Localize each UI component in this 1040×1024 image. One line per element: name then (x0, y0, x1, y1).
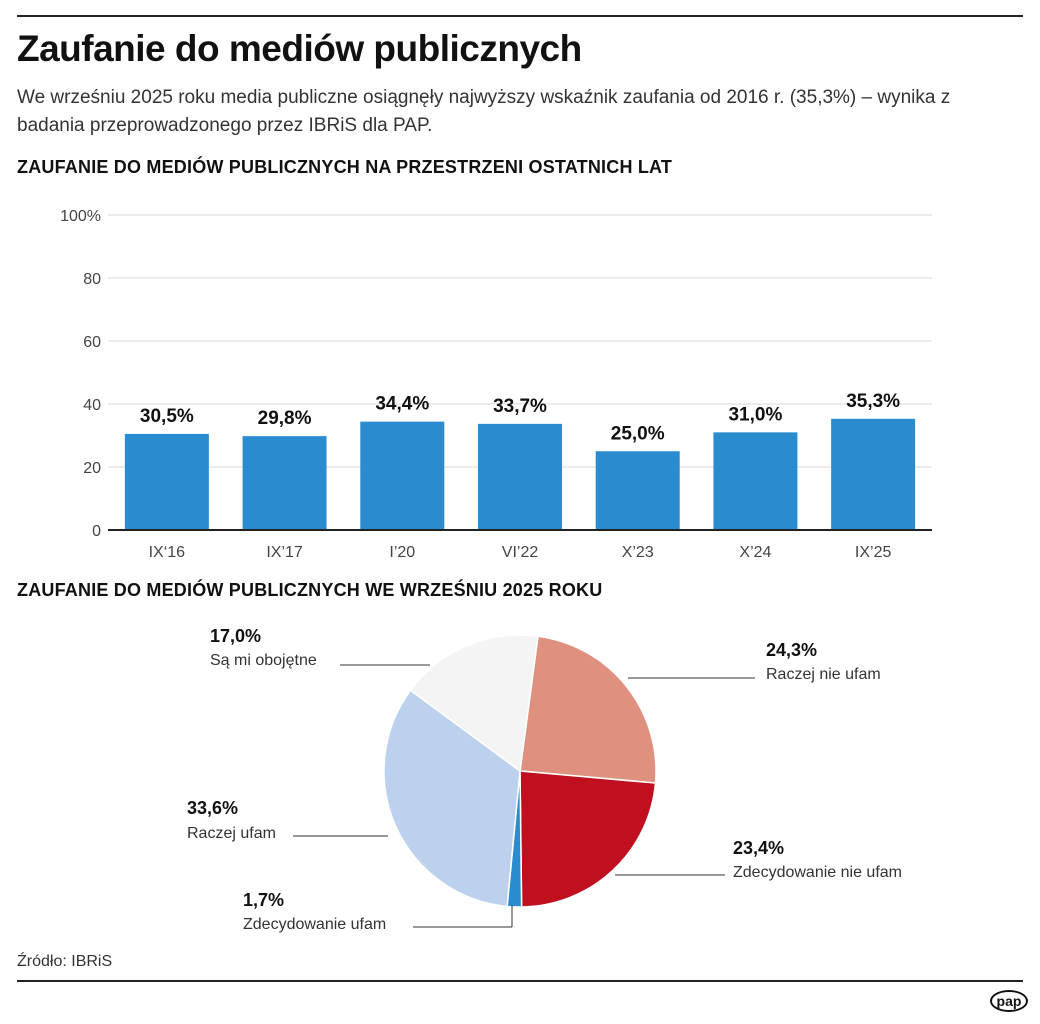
pie-chart-title: ZAUFANIE DO MEDIÓW PUBLICZNYCH WE WRZEŚN… (17, 580, 603, 600)
pie-chart (293, 634, 755, 928)
x-tick-label: VI’22 (502, 544, 539, 561)
pie-slice (519, 770, 657, 908)
bar-data-label: 25,0% (611, 423, 665, 444)
top-rule (17, 15, 1023, 17)
bar (360, 421, 445, 530)
pie-value-zdecydowanie-ufam: 1,7% (243, 890, 285, 910)
x-tick-label: I’20 (389, 544, 415, 561)
pie-label-obojetne: Są mi obojętne (210, 652, 317, 669)
pie-value-obojetne: 17,0% (210, 626, 262, 646)
pie-value-raczej-nie-ufam: 24,3% (766, 640, 818, 660)
bar-data-label: 33,7% (493, 396, 547, 417)
y-tick-label: 20 (83, 460, 101, 477)
pie-label-raczej-ufam: Raczej ufam (187, 825, 276, 842)
x-tick-label: IX‘16 (149, 544, 186, 561)
bar-data-label: 31,0% (728, 404, 782, 425)
y-tick-label: 40 (83, 397, 101, 414)
bar (242, 436, 327, 530)
bar-chart: 0 20 40 60 80 100% 30,5% IX‘16 29,8% IX’17 34,4% I’… (60, 208, 932, 561)
bar-data-label: 30,5% (140, 406, 194, 427)
y-tick-label: 100% (60, 208, 101, 225)
bar (595, 451, 680, 530)
bar (713, 432, 798, 530)
x-tick-label: IX’17 (266, 544, 303, 561)
x-tick-label: IX’25 (855, 544, 892, 561)
bar-chart-title: ZAUFANIE DO MEDIÓW PUBLICZNYCH NA PRZEST… (17, 157, 673, 177)
x-tick-label: X’23 (622, 544, 654, 561)
bar-data-label: 35,3% (846, 391, 900, 412)
pie-label-zdecydowanie-nie-ufam: Zdecydowanie nie ufam (733, 864, 902, 881)
pie-value-raczej-ufam: 33,6% (187, 798, 239, 818)
pie-slice (383, 689, 521, 908)
pie-label-zdecydowanie-ufam: Zdecydowanie ufam (243, 916, 387, 933)
bar-data-label: 34,4% (375, 394, 429, 415)
bar-data-label: 29,8% (258, 408, 312, 429)
page-title: Zaufanie do mediów publicznych (17, 28, 582, 69)
pie-slice (409, 634, 539, 773)
subtitle: We wrześniu 2025 roku media publiczne os… (17, 87, 951, 136)
y-tick-label: 0 (92, 523, 101, 540)
pie-value-zdecydowanie-nie-ufam: 23,4% (733, 838, 785, 858)
y-tick-label: 80 (83, 271, 101, 288)
bar (124, 433, 209, 530)
pie-slice (519, 635, 657, 784)
bar (478, 423, 562, 530)
x-tick-label: X’24 (739, 544, 771, 561)
bottom-rule (17, 980, 1023, 982)
y-tick-label: 60 (83, 334, 101, 351)
pie-label-raczej-nie-ufam: Raczej nie ufam (766, 666, 881, 683)
bar (831, 418, 916, 530)
pap-logo: pap (990, 990, 1028, 1012)
source-note: Źródło: IBRiS (17, 953, 113, 970)
